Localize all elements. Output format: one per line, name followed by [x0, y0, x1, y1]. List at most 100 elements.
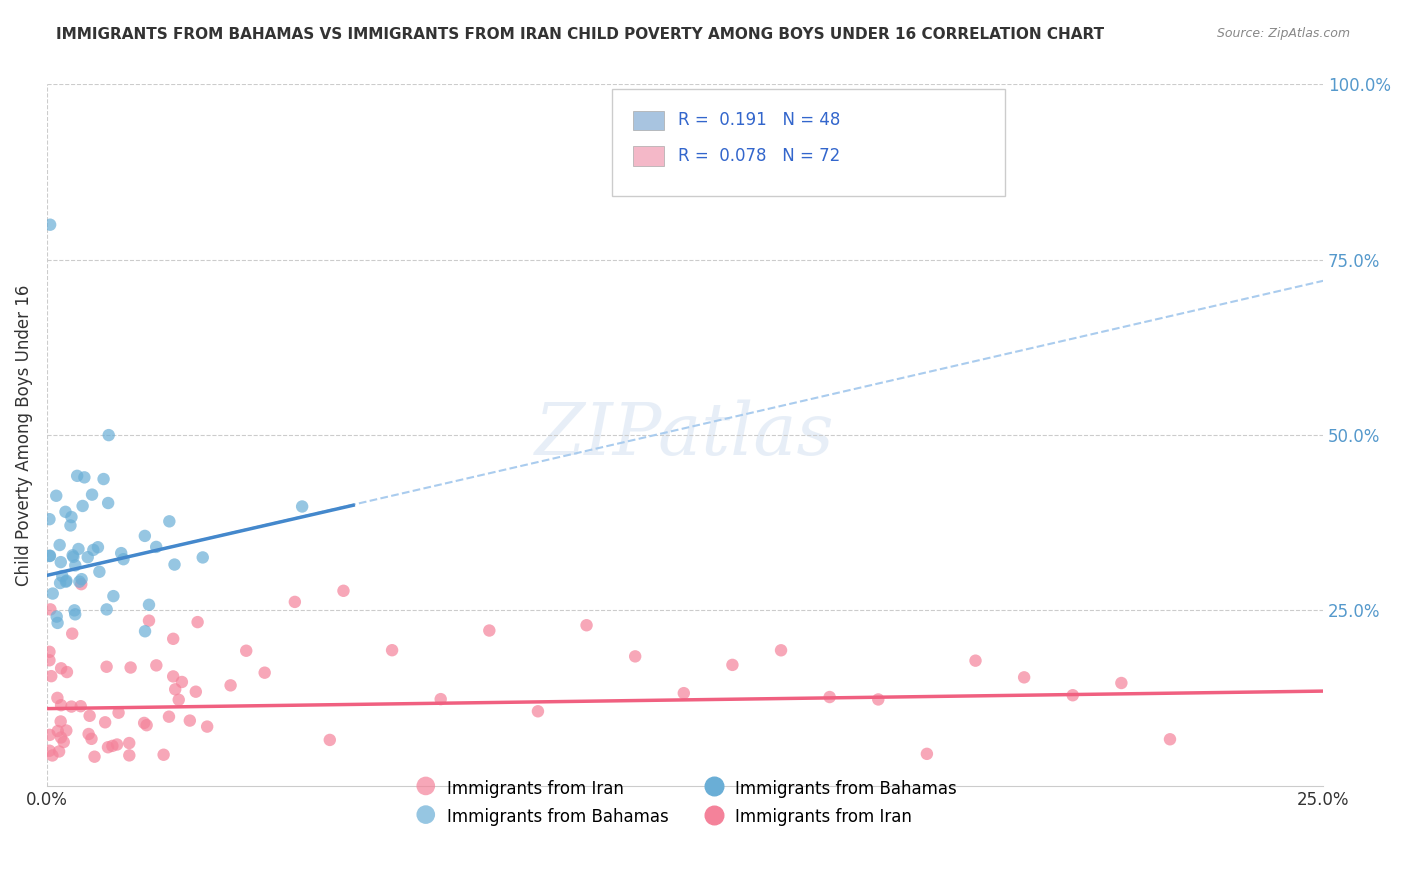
Immigrants from Iran: [235, 644, 257, 658]
Immigrants from Iran: [319, 733, 342, 747]
Immigrants from Iran: [179, 714, 201, 728]
Immigrants from Bahamas: [103, 589, 125, 603]
Immigrants from Iran: [195, 720, 218, 734]
Immigrants from Bahamas: [76, 550, 98, 565]
Immigrants from Iran: [1111, 676, 1133, 690]
Immigrants from Bahamas: [55, 574, 77, 588]
Immigrants from Iran: [575, 618, 598, 632]
Immigrants from Iran: [49, 731, 72, 745]
Immigrants from Bahamas: [96, 602, 118, 616]
Immigrants from Bahamas: [60, 510, 83, 524]
Immigrants from Iran: [39, 669, 62, 683]
Immigrants from Iran: [145, 658, 167, 673]
Immigrants from Iran: [162, 632, 184, 646]
Immigrants from Iran: [94, 715, 117, 730]
Immigrants from Bahamas: [163, 558, 186, 572]
Immigrants from Iran: [55, 723, 77, 738]
Immigrants from Iran: [49, 661, 72, 675]
Legend: Immigrants from Iran, Immigrants from Bahamas, Immigrants from Bahamas, Immigran: Immigrants from Iran, Immigrants from Ba…: [406, 772, 963, 833]
Immigrants from Iran: [219, 678, 242, 692]
Immigrants from Iran: [97, 740, 120, 755]
Immigrants from Iran: [70, 577, 93, 591]
Immigrants from Iran: [101, 739, 124, 753]
Text: Source: ZipAtlas.com: Source: ZipAtlas.com: [1216, 27, 1350, 40]
Immigrants from Iran: [46, 690, 69, 705]
Immigrants from Bahamas: [191, 550, 214, 565]
Immigrants from Iran: [162, 669, 184, 683]
Immigrants from Iran: [284, 595, 307, 609]
Immigrants from Bahamas: [59, 518, 82, 533]
Immigrants from Iran: [38, 645, 60, 659]
Immigrants from Iran: [118, 748, 141, 763]
Immigrants from Bahamas: [67, 541, 90, 556]
Immigrants from Iran: [253, 665, 276, 680]
Immigrants from Iran: [868, 692, 890, 706]
Immigrants from Bahamas: [55, 505, 77, 519]
Immigrants from Bahamas: [97, 496, 120, 510]
Immigrants from Bahamas: [65, 558, 87, 573]
Immigrants from Bahamas: [63, 607, 86, 622]
Immigrants from Iran: [38, 728, 60, 742]
Immigrants from Bahamas: [291, 500, 314, 514]
Text: R =  0.078   N = 72: R = 0.078 N = 72: [678, 147, 839, 165]
Immigrants from Bahamas: [87, 540, 110, 554]
Immigrants from Bahamas: [39, 549, 62, 563]
Immigrants from Iran: [624, 649, 647, 664]
Immigrants from Bahamas: [38, 512, 60, 526]
Immigrants from Iran: [48, 744, 70, 758]
Immigrants from Bahamas: [42, 586, 65, 600]
Immigrants from Iran: [83, 749, 105, 764]
Immigrants from Iran: [120, 660, 142, 674]
Immigrants from Bahamas: [46, 615, 69, 630]
Immigrants from Bahamas: [45, 609, 67, 624]
Immigrants from Iran: [157, 709, 180, 723]
Immigrants from Iran: [770, 643, 793, 657]
Immigrants from Iran: [429, 692, 451, 706]
Immigrants from Iran: [96, 659, 118, 673]
Immigrants from Iran: [56, 665, 79, 679]
Immigrants from Bahamas: [39, 218, 62, 232]
Immigrants from Iran: [184, 684, 207, 698]
Immigrants from Bahamas: [67, 574, 90, 589]
Immigrants from Bahamas: [110, 546, 132, 560]
Immigrants from Iran: [77, 727, 100, 741]
Immigrants from Iran: [107, 706, 129, 720]
Immigrants from Bahamas: [89, 565, 111, 579]
Immigrants from Iran: [69, 699, 91, 714]
Immigrants from Bahamas: [97, 428, 120, 442]
Immigrants from Iran: [52, 735, 75, 749]
Text: IMMIGRANTS FROM BAHAMAS VS IMMIGRANTS FROM IRAN CHILD POVERTY AMONG BOYS UNDER 1: IMMIGRANTS FROM BAHAMAS VS IMMIGRANTS FR…: [56, 27, 1104, 42]
Immigrants from Iran: [60, 699, 83, 714]
Immigrants from Bahamas: [63, 603, 86, 617]
Immigrants from Bahamas: [48, 538, 70, 552]
Text: R =  0.191   N = 48: R = 0.191 N = 48: [678, 112, 839, 129]
Immigrants from Iran: [167, 692, 190, 706]
Immigrants from Iran: [80, 731, 103, 746]
Immigrants from Bahamas: [62, 549, 84, 564]
Immigrants from Iran: [1012, 670, 1035, 684]
Y-axis label: Child Poverty Among Boys Under 16: Child Poverty Among Boys Under 16: [15, 285, 32, 586]
Immigrants from Iran: [165, 682, 187, 697]
Immigrants from Iran: [135, 718, 157, 732]
Immigrants from Iran: [527, 704, 550, 718]
Immigrants from Bahamas: [80, 488, 103, 502]
Immigrants from Bahamas: [66, 468, 89, 483]
Immigrants from Iran: [187, 615, 209, 629]
Immigrants from Iran: [38, 653, 60, 667]
Immigrants from Bahamas: [145, 540, 167, 554]
Immigrants from Iran: [672, 686, 695, 700]
Immigrants from Iran: [39, 602, 62, 616]
Immigrants from Bahamas: [38, 549, 60, 563]
Immigrants from Iran: [49, 698, 72, 713]
Immigrants from Iran: [79, 708, 101, 723]
Immigrants from Bahamas: [51, 569, 73, 583]
Immigrants from Bahamas: [45, 489, 67, 503]
Immigrants from Iran: [478, 624, 501, 638]
Immigrants from Iran: [118, 736, 141, 750]
Immigrants from Bahamas: [55, 574, 77, 589]
Immigrants from Bahamas: [157, 514, 180, 528]
Immigrants from Iran: [46, 724, 69, 739]
Immigrants from Iran: [965, 654, 987, 668]
Immigrants from Iran: [138, 614, 160, 628]
Immigrants from Bahamas: [134, 529, 156, 543]
